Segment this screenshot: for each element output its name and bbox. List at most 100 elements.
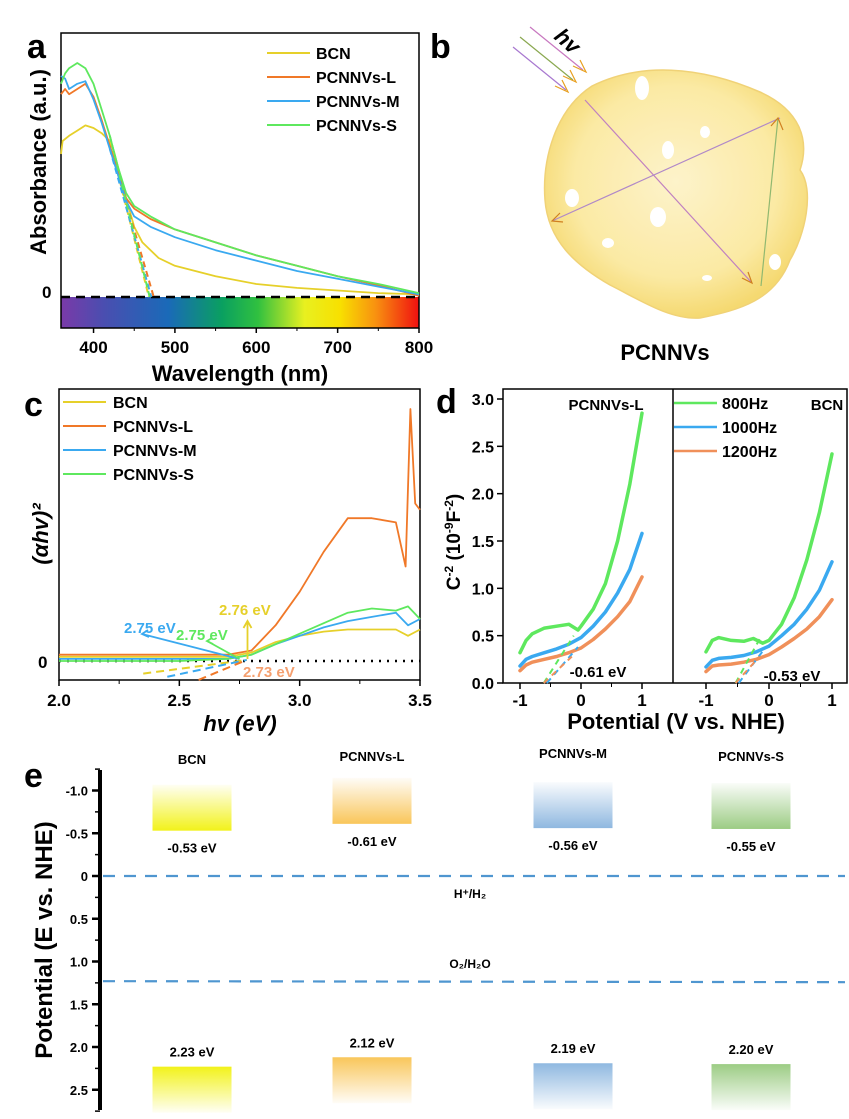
legend-label-pcnnvs-s: PCNNVs-S (113, 467, 194, 484)
xtick-label-a: 600 (242, 338, 270, 357)
panel-label-b: b (430, 28, 451, 66)
series-line-pcnnvs-l-1000hz (518, 531, 644, 668)
band-gap-label-pcnnvs-s: 2.75 eV (176, 627, 228, 644)
plot-frame-a (60, 32, 420, 329)
schematic-title: PCNNVs (620, 340, 709, 365)
tangent-line-d (542, 635, 575, 684)
tangent-line-pcnnvs-s (108, 135, 151, 298)
tangent-line-c (198, 659, 248, 681)
series-line-pcnnvs-s (59, 605, 421, 662)
xtick-label-c: 3.5 (408, 691, 432, 710)
legend-label-pcnnvs-l: PCNNVs-L (316, 70, 396, 87)
panel-label-c: c (24, 386, 43, 424)
tangent-line-c (143, 658, 247, 675)
tangent-line-c (167, 658, 247, 678)
flat-band-label-pcnnvs-l: -0.61 eV (570, 664, 627, 681)
panel-label-e: e (24, 757, 43, 795)
category-label-pcnnvs-s: PCNNVs-S (718, 749, 784, 764)
band-gap-label-bcn: 2.76 eV (219, 602, 271, 619)
panel-d-mott-schottky-chart: -1 0 1 -1 0 1 0.0 0.5 1.0 1.5 2.0 2.5 3.0 PCNNVs-L B… (442, 388, 848, 734)
valence-band-label-pcnnvs-l: 2.12 eV (350, 1035, 395, 1050)
series-line-bcn-800hz (704, 452, 834, 654)
ytick-label-d: 1.5 (472, 534, 494, 551)
subplot-title-bcn: BCN (811, 397, 844, 414)
band-gap-label-pcnnvs-m: 2.75 eV (124, 620, 176, 637)
xtick-label-a: 500 (161, 338, 189, 357)
ytick-label-e: 1.5 (70, 997, 88, 1012)
conduction-band-label-bcn: -0.53 eV (167, 841, 216, 856)
tangent-line-d (734, 635, 763, 684)
nanovesicle-shape (543, 69, 809, 319)
x-axis-label-d: Potential (V vs. NHE) (567, 709, 785, 734)
pore (702, 275, 712, 281)
pore (635, 76, 649, 100)
pore (769, 254, 781, 270)
ytick-label-e: 0 (81, 869, 88, 884)
pore (650, 207, 666, 227)
pore (602, 238, 614, 248)
arrow-pcnnvs-m (141, 633, 240, 660)
panel-label-d: d (436, 383, 457, 421)
ytick-label-d: 1.0 (472, 581, 494, 598)
band-gap-label-pcnnvs-l: 2.73 eV (243, 664, 295, 681)
light-rays (512, 26, 784, 287)
series-line-pcnnvs-l-1200hz (518, 575, 644, 673)
pore (737, 309, 747, 315)
ytick-label-e: 1.0 (70, 955, 88, 970)
ytick-c-0: 0 (38, 653, 47, 672)
panel-label-a: a (27, 28, 47, 66)
valence-band-label-bcn: 2.23 eV (170, 1045, 215, 1060)
panel-c-tauc-chart: 2.0 2.5 3.0 3.5 0 hv (eV) (αhv)² BCN PCNNVs-… (28, 388, 432, 736)
y-axis-label-c: (αhv)² (28, 503, 53, 565)
valence-band-bar-pcnnvs-s (711, 1064, 791, 1111)
xtick-label-a: 800 (405, 338, 433, 357)
tangent-line-d (734, 655, 761, 684)
tangent-line-pcnnvs-m (108, 148, 153, 298)
xtick-label-d: -1 (698, 691, 713, 710)
legend-label-bcn: BCN (113, 395, 148, 412)
series-line-pcnnvs-s (60, 62, 420, 294)
pore (565, 189, 579, 207)
legend-label-bcn: BCN (316, 46, 351, 63)
legend-label-pcnnvs-m: PCNNVs-M (316, 94, 400, 111)
xtick-label-d: -1 (512, 691, 527, 710)
ytick-label-d: 2.0 (472, 487, 494, 504)
conduction-band-bar-pcnnvs-s (711, 782, 791, 829)
plot-frame-d (502, 388, 848, 684)
conduction-band-bar-pcnnvs-m (533, 782, 613, 829)
panel-a-absorbance-chart: 400 500 600 700 800 0 Wavelength (nm) Absorb… (26, 32, 433, 386)
ytick-label-e: 2.0 (70, 1040, 88, 1055)
xtick-label-d: 1 (827, 691, 836, 710)
valence-band-bar-pcnnvs-l (332, 1057, 412, 1104)
hv-label: hv (550, 23, 587, 60)
ytick-label-d: 3.0 (472, 392, 494, 409)
spectrum-colorbar (61, 297, 419, 328)
legend-label-800hz: 800Hz (722, 396, 768, 413)
x-axis-label-c: hv (eV) (203, 711, 276, 736)
arrowhead-bcn (242, 619, 253, 629)
conduction-band-bar-bcn (152, 784, 232, 831)
series-line-pcnnvs-l (60, 82, 420, 297)
panel-b-schematic: hv PCNNVs (512, 23, 809, 365)
valence-band-label-pcnnvs-s: 2.20 eV (729, 1042, 774, 1057)
flat-band-label-bcn: -0.53 eV (764, 668, 821, 685)
series-line-pcnnvs-m (60, 75, 420, 296)
pore (662, 141, 674, 159)
reference-line-o2 (102, 980, 846, 984)
xtick-label-a: 400 (79, 338, 107, 357)
pore (700, 126, 710, 138)
ytick-a-0: 0 (42, 283, 51, 302)
xtick-label-d: 0 (764, 691, 773, 710)
y-axis-label-a: Absorbance (a.u.) (26, 69, 51, 255)
legend-label-1200hz: 1200Hz (722, 444, 777, 461)
y-axis-label-e: Potential (E vs. NHE) (31, 821, 58, 1058)
reference-label-o2: O₂/H₂O (449, 957, 490, 971)
reference-label-h2: H⁺/H₂ (454, 887, 486, 901)
conduction-band-bar-pcnnvs-l (332, 777, 412, 824)
legend-label-pcnnvs-m: PCNNVs-M (113, 443, 197, 460)
tangent-line-pcnnvs-l (108, 145, 155, 298)
category-label-pcnnvs-m: PCNNVs-M (539, 746, 607, 761)
xtick-label-c: 2.0 (47, 691, 71, 710)
ytick-label-e: -1.0 (66, 784, 88, 799)
